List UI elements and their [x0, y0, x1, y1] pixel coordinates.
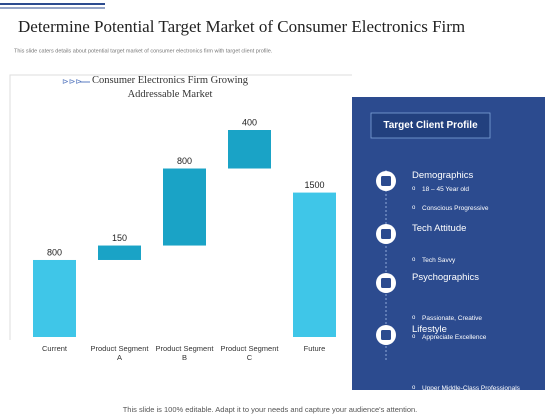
slide-title: Determine Potential Target Market of Con…	[18, 17, 465, 36]
item-icon	[381, 229, 391, 239]
profile-panel	[352, 97, 545, 390]
bar	[228, 130, 271, 169]
bar	[98, 245, 141, 260]
slide-subtitle: This slide caters details about potentia…	[14, 48, 273, 54]
bar	[163, 168, 206, 246]
item-title: Tech Attitude	[412, 223, 467, 234]
item-icon	[381, 176, 391, 186]
x-tick-label: Product Segment B	[155, 344, 214, 362]
item-bullet: Appreciate Excellence	[412, 333, 532, 342]
value-label: 150	[112, 233, 127, 243]
item-icon	[381, 278, 391, 288]
item-title: Demographics	[412, 170, 474, 181]
chart-title: Consumer Electronics Firm Growing Addres…	[91, 75, 249, 100]
item-title: Lifestyle	[412, 324, 447, 335]
value-label: 800	[47, 247, 62, 257]
profile-header-box	[370, 112, 491, 139]
value-label: 800	[177, 156, 192, 166]
item-icon	[381, 330, 391, 340]
item-bullet: Conscious Progressive	[412, 204, 532, 213]
profile-title: Target Client Profile	[383, 120, 478, 131]
item-bullet: Tech Savvy	[412, 256, 532, 265]
item-bullet: 18 – 45 Year old	[412, 185, 532, 194]
x-tick-label: Product Segment A	[90, 344, 149, 362]
bar	[33, 259, 76, 337]
bar	[293, 192, 336, 337]
item-bullet: Passionate, Creative	[412, 314, 532, 323]
footer: This slide is 100% editable. Adapt it to…	[123, 405, 418, 414]
value-label: 1500	[304, 180, 324, 190]
x-tick-label: Future	[303, 344, 326, 353]
x-tick-label: Current	[41, 344, 67, 353]
item-bullet: Upper Middle-Class Professionals	[412, 384, 532, 393]
item-title: Psychographics	[412, 272, 480, 283]
value-label: 400	[242, 117, 257, 127]
chart-frame	[9, 74, 352, 340]
chart-icon: ⊳⊳⊳	[62, 77, 82, 86]
x-tick-label: Product Segment C	[220, 344, 279, 362]
